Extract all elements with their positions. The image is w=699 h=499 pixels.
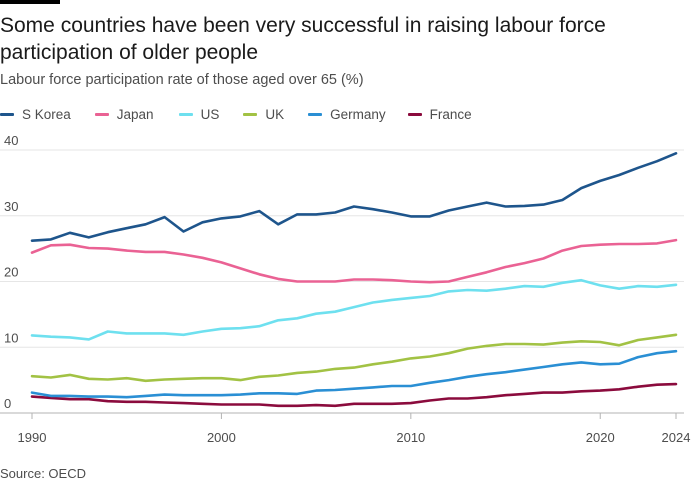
legend-label: S Korea bbox=[22, 106, 71, 122]
legend-swatch bbox=[308, 112, 323, 116]
series-line-uk bbox=[30, 333, 678, 383]
x-tick-label-2010: 2010 bbox=[396, 430, 425, 445]
chart-subtitle: Labour force participation rate of those… bbox=[0, 72, 364, 88]
source-note: Source: OECD bbox=[0, 466, 86, 481]
x-tick-label-2020: 2020 bbox=[586, 430, 615, 445]
legend-label: Japan bbox=[116, 106, 154, 122]
legend-label: France bbox=[429, 106, 472, 122]
top-accent-bar bbox=[0, 0, 60, 4]
series-line-s-korea bbox=[30, 152, 678, 242]
series-line-germany bbox=[30, 349, 678, 399]
legend-label: US bbox=[200, 106, 220, 122]
legend-swatch bbox=[407, 112, 422, 116]
chart-legend: S Korea Japan US UK Germany France bbox=[0, 105, 472, 123]
series-line-france bbox=[30, 382, 678, 408]
y-tick-label-40: 40 bbox=[4, 133, 18, 148]
legend-swatch bbox=[0, 112, 14, 116]
y-tick-label-30: 30 bbox=[4, 199, 18, 214]
y-tick-label-0: 0 bbox=[4, 396, 11, 411]
chart-title: Some countries have been very successful… bbox=[0, 14, 606, 64]
legend-item-uk: UK bbox=[243, 107, 284, 122]
legend-item-us: US bbox=[178, 106, 220, 122]
x-tick-label-2000: 2000 bbox=[207, 430, 236, 445]
legend-swatch bbox=[94, 112, 109, 116]
y-tick-label-20: 20 bbox=[4, 265, 18, 280]
legend-swatch bbox=[243, 112, 258, 116]
series-line-japan bbox=[30, 238, 678, 284]
legend-label: UK bbox=[265, 106, 285, 122]
legend-item-france: France bbox=[407, 106, 472, 122]
legend-item-s-korea: S Korea bbox=[0, 107, 71, 122]
x-tick-label-2024: 2024 bbox=[662, 430, 691, 445]
y-tick-label-10: 10 bbox=[4, 330, 18, 345]
legend-item-japan: Japan bbox=[94, 106, 154, 122]
x-tick-label-1990: 1990 bbox=[18, 430, 47, 445]
legend-label: Germany bbox=[330, 106, 386, 122]
series-line-us bbox=[30, 278, 678, 341]
legend-item-germany: Germany bbox=[308, 107, 386, 122]
legend-swatch bbox=[178, 112, 193, 116]
